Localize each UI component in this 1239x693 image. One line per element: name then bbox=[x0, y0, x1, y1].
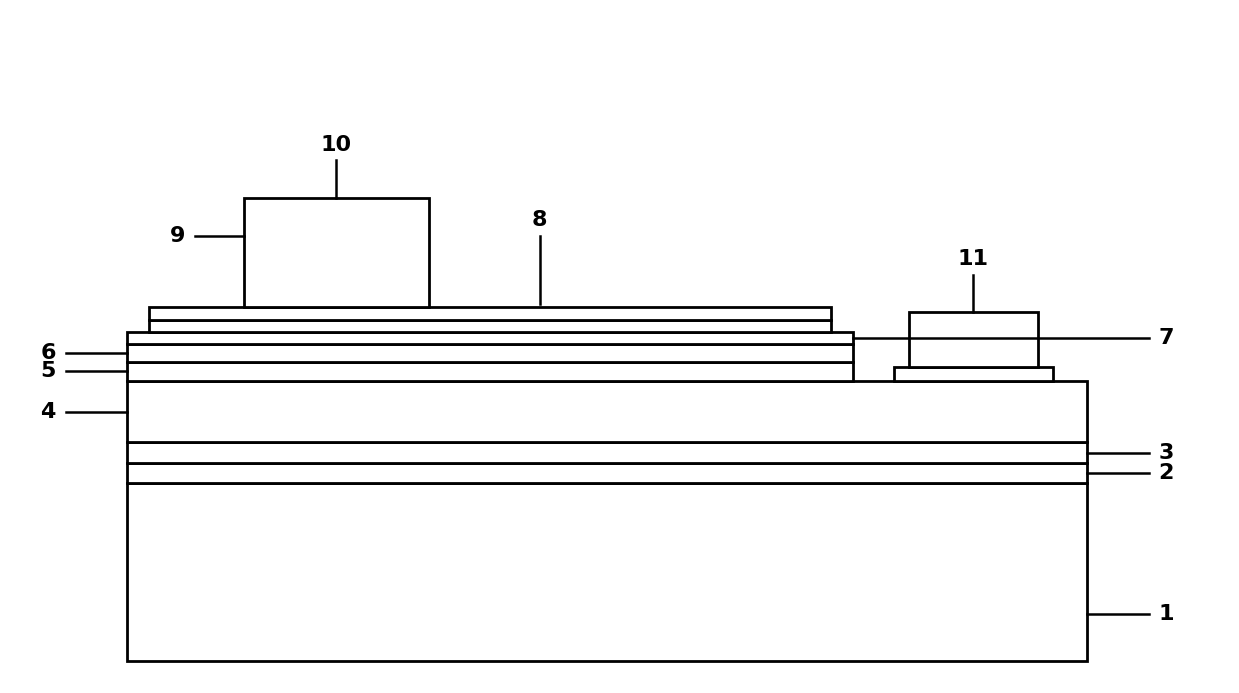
Bar bbox=[908, 313, 1038, 367]
Bar bbox=[128, 463, 1087, 484]
Text: 4: 4 bbox=[41, 401, 56, 421]
Text: 2: 2 bbox=[1158, 463, 1173, 483]
Text: 9: 9 bbox=[170, 227, 185, 246]
Bar bbox=[128, 442, 1087, 463]
Text: 6: 6 bbox=[41, 343, 56, 363]
Bar bbox=[150, 308, 831, 319]
Bar bbox=[128, 484, 1087, 661]
Bar bbox=[128, 332, 854, 344]
Text: 7: 7 bbox=[1158, 328, 1175, 349]
Bar bbox=[895, 367, 1053, 380]
Text: 5: 5 bbox=[41, 361, 56, 381]
Text: 11: 11 bbox=[958, 249, 989, 269]
Text: 8: 8 bbox=[532, 210, 548, 230]
Bar bbox=[128, 362, 854, 380]
Bar bbox=[128, 380, 1087, 442]
Text: 10: 10 bbox=[321, 135, 352, 155]
Text: 3: 3 bbox=[1158, 443, 1173, 463]
Bar bbox=[128, 344, 854, 362]
Bar bbox=[150, 319, 831, 332]
Bar bbox=[244, 198, 429, 308]
Text: 1: 1 bbox=[1158, 604, 1175, 624]
